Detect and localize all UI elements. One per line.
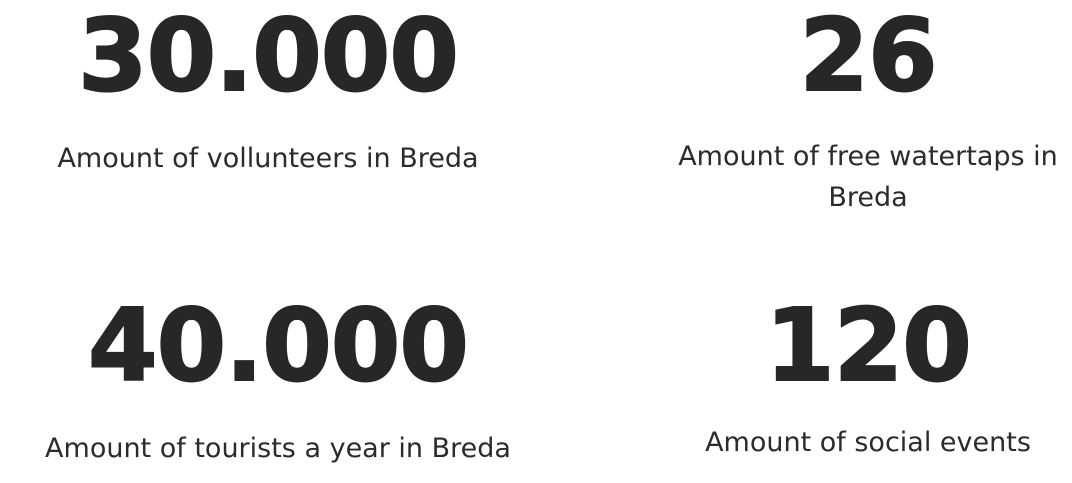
stat-number: 26 (798, 0, 938, 114)
stat-label: Amount of tourists a year in Breda (45, 433, 511, 464)
stat-label: Amount of vollunteers in Breda (57, 143, 479, 174)
stat-watertaps: 26 Amount of free watertaps in Breda (668, 0, 1068, 218)
stat-number: 30.000 (77, 0, 460, 114)
stat-number: 120 (764, 287, 973, 404)
stat-social-events: 120 Amount of social events (668, 287, 1068, 463)
stat-tourists: 40.000 Amount of tourists a year in Bred… (30, 287, 526, 469)
stat-label: Amount of social events (705, 427, 1031, 458)
stat-label: Amount of free watertaps in Breda (678, 141, 1058, 213)
stat-volunteers: 30.000 Amount of vollunteers in Breda (40, 0, 496, 179)
stat-number: 40.000 (87, 287, 470, 404)
